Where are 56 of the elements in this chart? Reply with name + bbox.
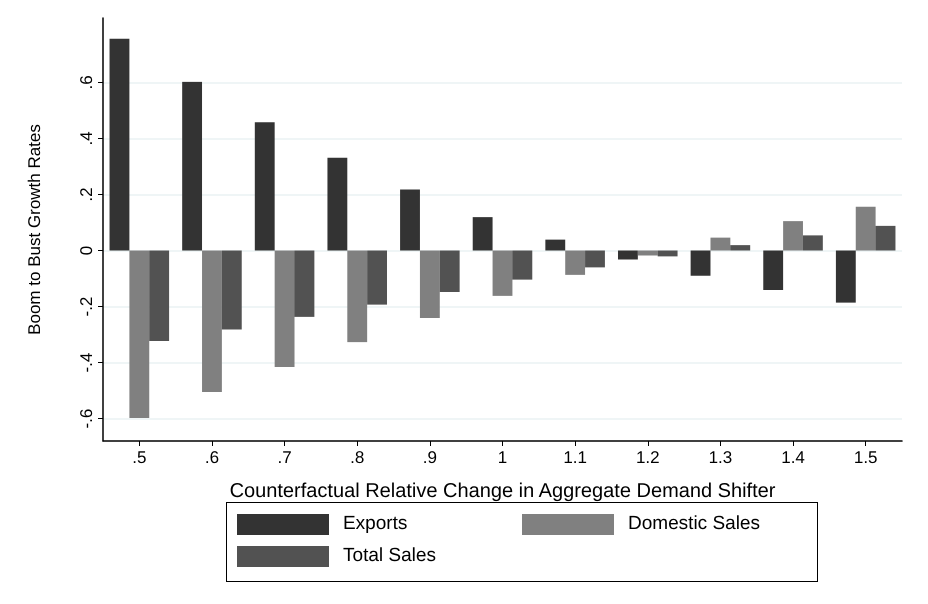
bar xyxy=(202,250,222,392)
x-tick-label: .8 xyxy=(350,448,364,467)
x-tick-label: .5 xyxy=(132,448,146,467)
bar xyxy=(565,250,586,275)
x-axis-title: Counterfactual Relative Change in Aggregate Demand Shifter xyxy=(230,480,776,502)
bar xyxy=(420,250,440,318)
bar xyxy=(690,250,710,276)
bar xyxy=(440,250,460,292)
y-axis-title: Boom to Bust Growth Rates xyxy=(25,124,44,335)
bar xyxy=(400,189,420,251)
x-tick-label: 1.3 xyxy=(708,448,732,467)
x-tick-label: 1.2 xyxy=(636,448,660,467)
bar xyxy=(763,250,784,290)
y-tick-label: -.4 xyxy=(77,352,96,372)
y-tick-label: -.6 xyxy=(77,408,96,429)
bar xyxy=(856,206,876,251)
bar xyxy=(585,250,605,268)
bar xyxy=(783,221,803,251)
y-tick-label: .4 xyxy=(77,131,96,146)
bar xyxy=(472,217,493,251)
bar xyxy=(512,250,532,280)
legend-label: Domestic Sales xyxy=(628,513,760,535)
legend-label: Total Sales xyxy=(343,545,436,567)
x-tick-label: 1.1 xyxy=(563,448,587,467)
x-tick-label: .6 xyxy=(204,448,220,467)
legend-label: Exports xyxy=(343,513,408,535)
bar xyxy=(327,158,348,251)
bar xyxy=(876,226,896,251)
bar xyxy=(618,250,638,260)
x-tick-label: 1 xyxy=(498,448,508,467)
bar xyxy=(836,250,856,303)
y-tick-label: .2 xyxy=(77,187,96,202)
bar xyxy=(274,250,295,368)
bar xyxy=(802,235,823,251)
x-tick-label: 1.5 xyxy=(854,448,878,467)
y-tick-label: .6 xyxy=(77,75,96,90)
bar xyxy=(492,250,512,296)
bar xyxy=(254,122,275,251)
bar xyxy=(129,250,150,418)
x-tick-label: 1.4 xyxy=(781,448,805,467)
bar xyxy=(638,250,658,256)
x-tick-label: .7 xyxy=(277,448,292,467)
bar xyxy=(658,250,678,256)
y-tick-label: 0 xyxy=(77,246,96,256)
bar xyxy=(545,240,566,251)
y-tick-label: -.2 xyxy=(77,296,96,316)
bar xyxy=(182,82,202,251)
bar xyxy=(222,250,242,330)
x-tick-label: .9 xyxy=(422,448,437,467)
bar xyxy=(149,250,170,341)
bar xyxy=(367,250,388,305)
bar xyxy=(730,245,750,251)
bar xyxy=(110,38,130,251)
bar xyxy=(710,238,730,251)
bar xyxy=(294,250,314,317)
bar xyxy=(347,250,368,342)
